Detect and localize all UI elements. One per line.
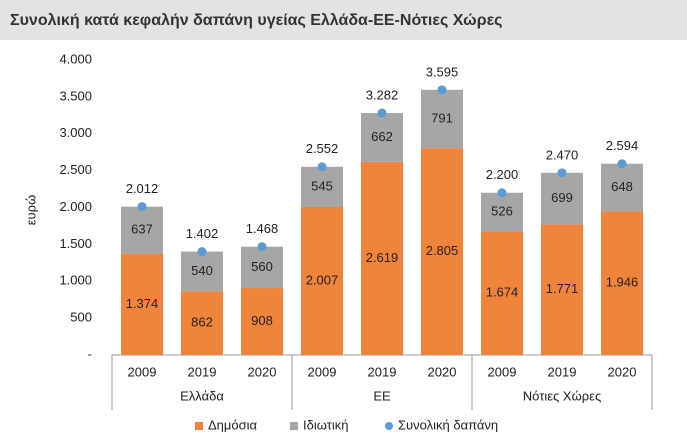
segment-label: 545: [311, 178, 333, 193]
legend-marker: [385, 422, 393, 430]
group-label: Νότιες Χώρες: [523, 388, 601, 403]
segment-label: 1.674: [486, 285, 519, 300]
bar-segment: [481, 231, 523, 355]
total-label: 3.595: [426, 64, 459, 79]
segment-label: 1.946: [606, 275, 639, 290]
bar-segment: [541, 224, 583, 355]
x-tick-label: 2009: [488, 364, 517, 379]
segment-label: 2.805: [426, 243, 459, 258]
segment-label: 662: [371, 129, 393, 144]
x-tick-label: 2009: [128, 364, 157, 379]
total-dot: [137, 202, 147, 212]
x-tick-label: 2020: [608, 364, 637, 379]
title-banner: [0, 0, 687, 40]
segment-label: 560: [251, 259, 273, 274]
y-tick-label: 4.000: [59, 51, 92, 66]
segment-label: 526: [491, 204, 513, 219]
x-tick-label: 2009: [308, 364, 337, 379]
legend-marker: [290, 422, 298, 430]
total-dot: [437, 85, 447, 95]
total-label: 3.282: [366, 87, 399, 102]
x-tick-label: 2019: [368, 364, 397, 379]
segment-label: 862: [191, 315, 213, 330]
y-tick-label: 3.000: [59, 125, 92, 140]
bar-segment: [241, 246, 283, 289]
total-dot: [617, 159, 627, 169]
group-label: Ελλάδα: [180, 388, 224, 403]
total-dot: [317, 162, 327, 172]
total-dot: [377, 108, 387, 118]
segment-label: 637: [131, 222, 153, 237]
total-label: 2.552: [306, 141, 339, 156]
x-tick-label: 2019: [188, 364, 217, 379]
total-dot: [257, 242, 267, 252]
y-tick-label: 2.000: [59, 199, 92, 214]
total-dot: [497, 188, 507, 198]
total-label: 2.594: [606, 138, 639, 153]
x-tick-label: 2019: [548, 364, 577, 379]
bar-segment: [181, 291, 223, 355]
bar-segment: [301, 206, 343, 355]
segment-label: 699: [551, 190, 573, 205]
total-label: 2.200: [486, 167, 519, 182]
bar-segment: [301, 166, 343, 207]
bar-segment: [481, 192, 523, 232]
bar-segment: [121, 206, 163, 254]
y-tick-label: -: [88, 346, 92, 361]
bar-segment: [121, 253, 163, 355]
segment-label: 540: [191, 263, 213, 278]
total-label: 1.402: [186, 226, 219, 241]
segment-label: 908: [251, 313, 273, 328]
total-dot: [197, 247, 207, 257]
y-tick-label: 2.500: [59, 162, 92, 177]
segment-label: 1.771: [546, 281, 579, 296]
segment-label: 791: [431, 110, 453, 125]
bar-segment: [241, 288, 283, 355]
bar-segment: [361, 113, 403, 162]
total-dot: [557, 168, 567, 178]
bar-segment: [541, 172, 583, 225]
segment-label: 2.619: [366, 250, 399, 265]
segment-label: 648: [611, 179, 633, 194]
x-tick-label: 2020: [248, 364, 277, 379]
segment-label: 1.374: [126, 296, 159, 311]
total-label: 1.468: [246, 221, 279, 236]
y-tick-label: 1.000: [59, 273, 92, 288]
bar-segment: [421, 148, 463, 355]
legend-label: Συνολική δαπάνη: [398, 417, 498, 432]
group-label: ΕΕ: [373, 388, 391, 403]
bar-segment: [421, 89, 463, 149]
bar-segment: [181, 251, 223, 292]
x-tick-label: 2020: [428, 364, 457, 379]
segment-label: 2.007: [306, 272, 339, 287]
y-axis-label: ευρώ: [23, 195, 38, 225]
legend-label: Δημόσια: [208, 417, 258, 432]
y-tick-label: 1.500: [59, 236, 92, 251]
bar-segment: [601, 163, 643, 212]
total-label: 2.470: [546, 147, 579, 162]
y-tick-label: 3.500: [59, 88, 92, 103]
y-tick-label: 500: [70, 310, 92, 325]
chart-title: Συνολική κατά κεφαλήν δαπάνη υγείας Ελλά…: [10, 12, 503, 29]
legend-marker: [195, 422, 203, 430]
bar-segment: [601, 211, 643, 355]
total-label: 2.012: [126, 181, 159, 196]
bar-segment: [361, 161, 403, 355]
legend-label: Ιδιωτική: [303, 417, 348, 432]
